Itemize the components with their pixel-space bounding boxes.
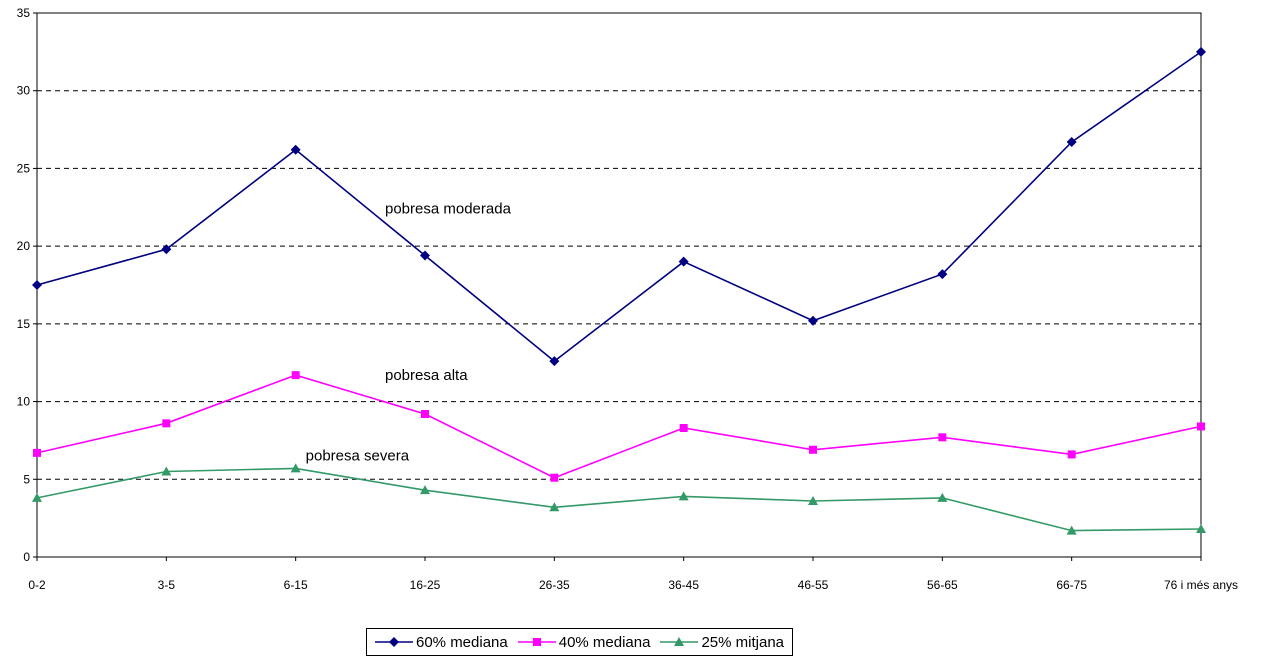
x-tick-label: 56-65 <box>927 578 958 592</box>
data-point <box>33 448 41 457</box>
series-line <box>36 51 1202 363</box>
square-marker-icon <box>517 638 556 646</box>
data-point <box>421 410 429 419</box>
data-point <box>290 463 301 473</box>
data-point <box>161 466 172 476</box>
annotations: pobresa moderada pobresa alta pobresa seve… <box>306 201 512 465</box>
series-group <box>32 46 1206 535</box>
legend-label: 25% mitjana <box>701 633 785 651</box>
diamond-marker-icon <box>375 637 413 647</box>
data-point <box>1197 422 1205 431</box>
x-tick-label: 36-45 <box>668 578 699 592</box>
series-2 <box>33 371 1205 482</box>
data-point <box>32 492 42 502</box>
line-chart: 0 5 10 15 20 25 30 35 0-2 3-5 6-15 16-25 26-35 36-45… <box>17 6 1238 592</box>
gridlines <box>37 90 1201 480</box>
x-axis-ticks: 0-2 3-5 6-15 16-25 26-35 36-45 46-55 56-65 66-75… <box>28 557 1238 592</box>
data-point <box>938 433 947 442</box>
legend-label: 60% mediana <box>416 633 508 651</box>
plot-area-border <box>36 12 1202 558</box>
data-point <box>1066 137 1077 148</box>
y-tick-label: 15 <box>17 317 31 331</box>
y-axis-ticks: 0 5 10 15 20 25 30 35 <box>17 6 37 564</box>
data-point <box>550 473 559 482</box>
legend: 60% mediana 40% mediana 25% mitjana <box>366 628 794 656</box>
data-point <box>161 244 172 255</box>
data-point <box>420 485 430 495</box>
legend-label: 40% mediana <box>558 633 651 651</box>
data-point <box>290 144 301 155</box>
data-point <box>549 502 560 512</box>
annotation-label: pobresa moderada <box>385 201 512 218</box>
data-point <box>32 280 42 290</box>
x-tick-label: 46-55 <box>798 578 829 592</box>
series-3 <box>32 463 1206 535</box>
y-tick-label: 25 <box>17 161 31 175</box>
y-tick-label: 35 <box>17 6 31 20</box>
data-point <box>162 419 171 428</box>
y-tick-label: 5 <box>23 472 30 486</box>
legend-item-40-mediana: 40% mediana <box>517 633 651 651</box>
x-tick-label: 76 i més anys <box>1164 578 1238 592</box>
series-line <box>36 374 1202 479</box>
x-tick-label: 3-5 <box>158 578 176 592</box>
x-tick-label: 66-75 <box>1056 578 1087 592</box>
x-tick-label: 0-2 <box>28 578 46 592</box>
data-point <box>1067 450 1076 459</box>
data-point <box>679 423 688 432</box>
x-tick-label: 26-35 <box>539 578 570 592</box>
x-tick-label: 16-25 <box>410 578 441 592</box>
data-point <box>808 315 818 326</box>
y-tick-label: 0 <box>23 550 30 564</box>
annotation-label: pobresa alta <box>385 367 468 384</box>
legend-item-25-mitjana: 25% mitjana <box>660 634 784 651</box>
legend-item-60-mediana: 60% mediana <box>375 634 508 651</box>
triangle-marker-icon <box>660 637 699 646</box>
data-point <box>678 491 689 501</box>
data-point <box>549 356 560 367</box>
axes <box>36 12 1202 558</box>
data-point <box>808 496 818 506</box>
y-tick-label: 10 <box>17 395 31 409</box>
y-tick-label: 20 <box>17 239 31 253</box>
data-point <box>1066 525 1077 535</box>
data-point <box>937 492 948 502</box>
series-1 <box>32 46 1206 367</box>
annotation-label: pobresa severa <box>306 448 410 465</box>
data-point <box>678 256 689 267</box>
data-point <box>809 445 817 454</box>
data-point <box>937 269 948 280</box>
x-tick-label: 6-15 <box>284 578 308 592</box>
series-line <box>36 467 1202 532</box>
data-point <box>1196 46 1206 57</box>
y-tick-label: 30 <box>17 84 31 98</box>
data-point <box>291 371 300 380</box>
data-point <box>420 250 430 261</box>
data-point <box>1196 524 1206 534</box>
